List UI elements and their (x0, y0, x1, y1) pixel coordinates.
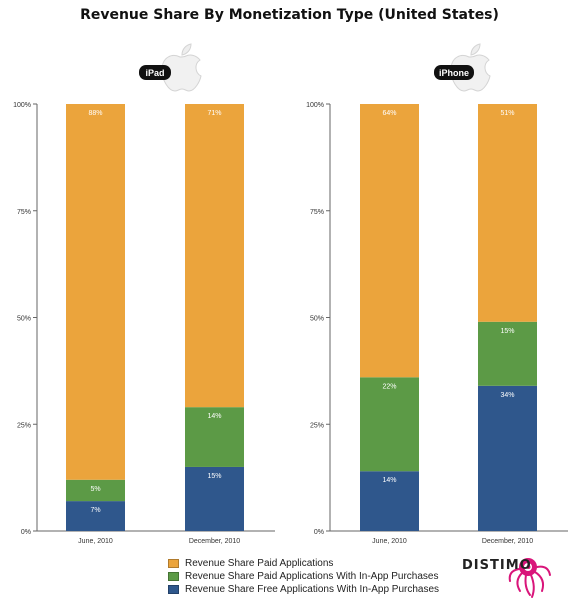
y-tick-label: 25% (17, 422, 31, 429)
data-label: 51% (500, 110, 514, 117)
bar-segment (360, 471, 419, 531)
octopus-tentacle (516, 572, 523, 592)
data-label: 5% (90, 486, 100, 493)
x-tick-label: June, 2010 (372, 538, 407, 545)
octopus-tentacle (530, 574, 535, 598)
bar-segment (185, 104, 244, 408)
y-tick-label: 0% (21, 529, 31, 536)
bar-segment (66, 479, 125, 502)
x-tick-label: December, 2010 (482, 538, 533, 545)
x-tick-label: December, 2010 (189, 538, 240, 545)
x-tick-label: June, 2010 (78, 538, 113, 545)
data-label: 64% (382, 110, 396, 117)
device-badge-label: iPad (145, 68, 164, 78)
legend-swatch-paid (168, 559, 179, 568)
y-tick-label: 0% (314, 529, 324, 536)
y-tick-label: 75% (310, 209, 324, 216)
device-badge-bg (139, 65, 171, 80)
data-label: 88% (88, 110, 102, 117)
bar-segment (185, 466, 244, 531)
y-tick-label: 100% (13, 102, 31, 109)
legend-swatch-free-iap (168, 585, 179, 594)
legend: Revenue Share Paid Applications Revenue … (168, 557, 439, 596)
octopus-tentacle (536, 565, 551, 576)
data-label: 22% (382, 383, 396, 390)
y-tick-label: 50% (310, 316, 324, 323)
octopus-tentacle (508, 568, 520, 582)
brand-name: DISTIMO (462, 558, 532, 573)
data-label: 15% (500, 328, 514, 335)
device-badge-label: iPhone (439, 68, 469, 78)
data-label: 71% (207, 110, 221, 117)
apple-logo-icon (161, 43, 202, 92)
bar-segment (478, 104, 537, 322)
bar-segment (478, 385, 537, 531)
legend-label-free-iap: Revenue Share Free Applications With In-… (185, 584, 440, 595)
device-badge-bg (434, 65, 474, 80)
legend-item-paid-iap: Revenue Share Paid Applications With In-… (168, 570, 439, 583)
data-label: 15% (207, 473, 221, 480)
legend-label-paid: Revenue Share Paid Applications (185, 558, 334, 569)
octopus-logo-icon (508, 558, 551, 598)
y-tick-label: 25% (310, 422, 324, 429)
chart-title: Revenue Share By Monetization Type (Unit… (80, 7, 499, 23)
legend-swatch-paid-iap (168, 572, 179, 581)
bar-segment (66, 104, 125, 480)
apple-leaf (470, 43, 481, 56)
y-tick-label: 75% (17, 209, 31, 216)
chart-panel-ipad: iPad 0% 25% 50% 75% 100% 7% 5% 88% June, 2010 15% 1… (13, 43, 275, 545)
chart-panel-iphone: iPhone 0% 25% 50% 75% 100% 14% 22% 64% June, 2010… (306, 43, 568, 545)
bar-segment (185, 407, 244, 467)
data-label: 34% (500, 392, 514, 399)
octopus-tentacle (524, 574, 531, 596)
y-tick-label: 100% (306, 102, 324, 109)
bar-segment (66, 501, 125, 531)
data-label: 7% (90, 507, 100, 514)
legend-item-paid: Revenue Share Paid Applications (168, 557, 439, 570)
data-label: 14% (382, 477, 396, 484)
legend-item-free-iap: Revenue Share Free Applications With In-… (168, 583, 439, 596)
y-tick-label: 50% (17, 316, 31, 323)
data-label: 14% (207, 413, 221, 420)
bar-segment (360, 104, 419, 378)
octopus-tentacle (534, 571, 545, 592)
legend-label-paid-iap: Revenue Share Paid Applications With In-… (185, 571, 439, 582)
bar-segment (360, 377, 419, 472)
apple-leaf (181, 43, 192, 56)
bar-segment (478, 321, 537, 386)
octopus-pupil (526, 565, 531, 569)
